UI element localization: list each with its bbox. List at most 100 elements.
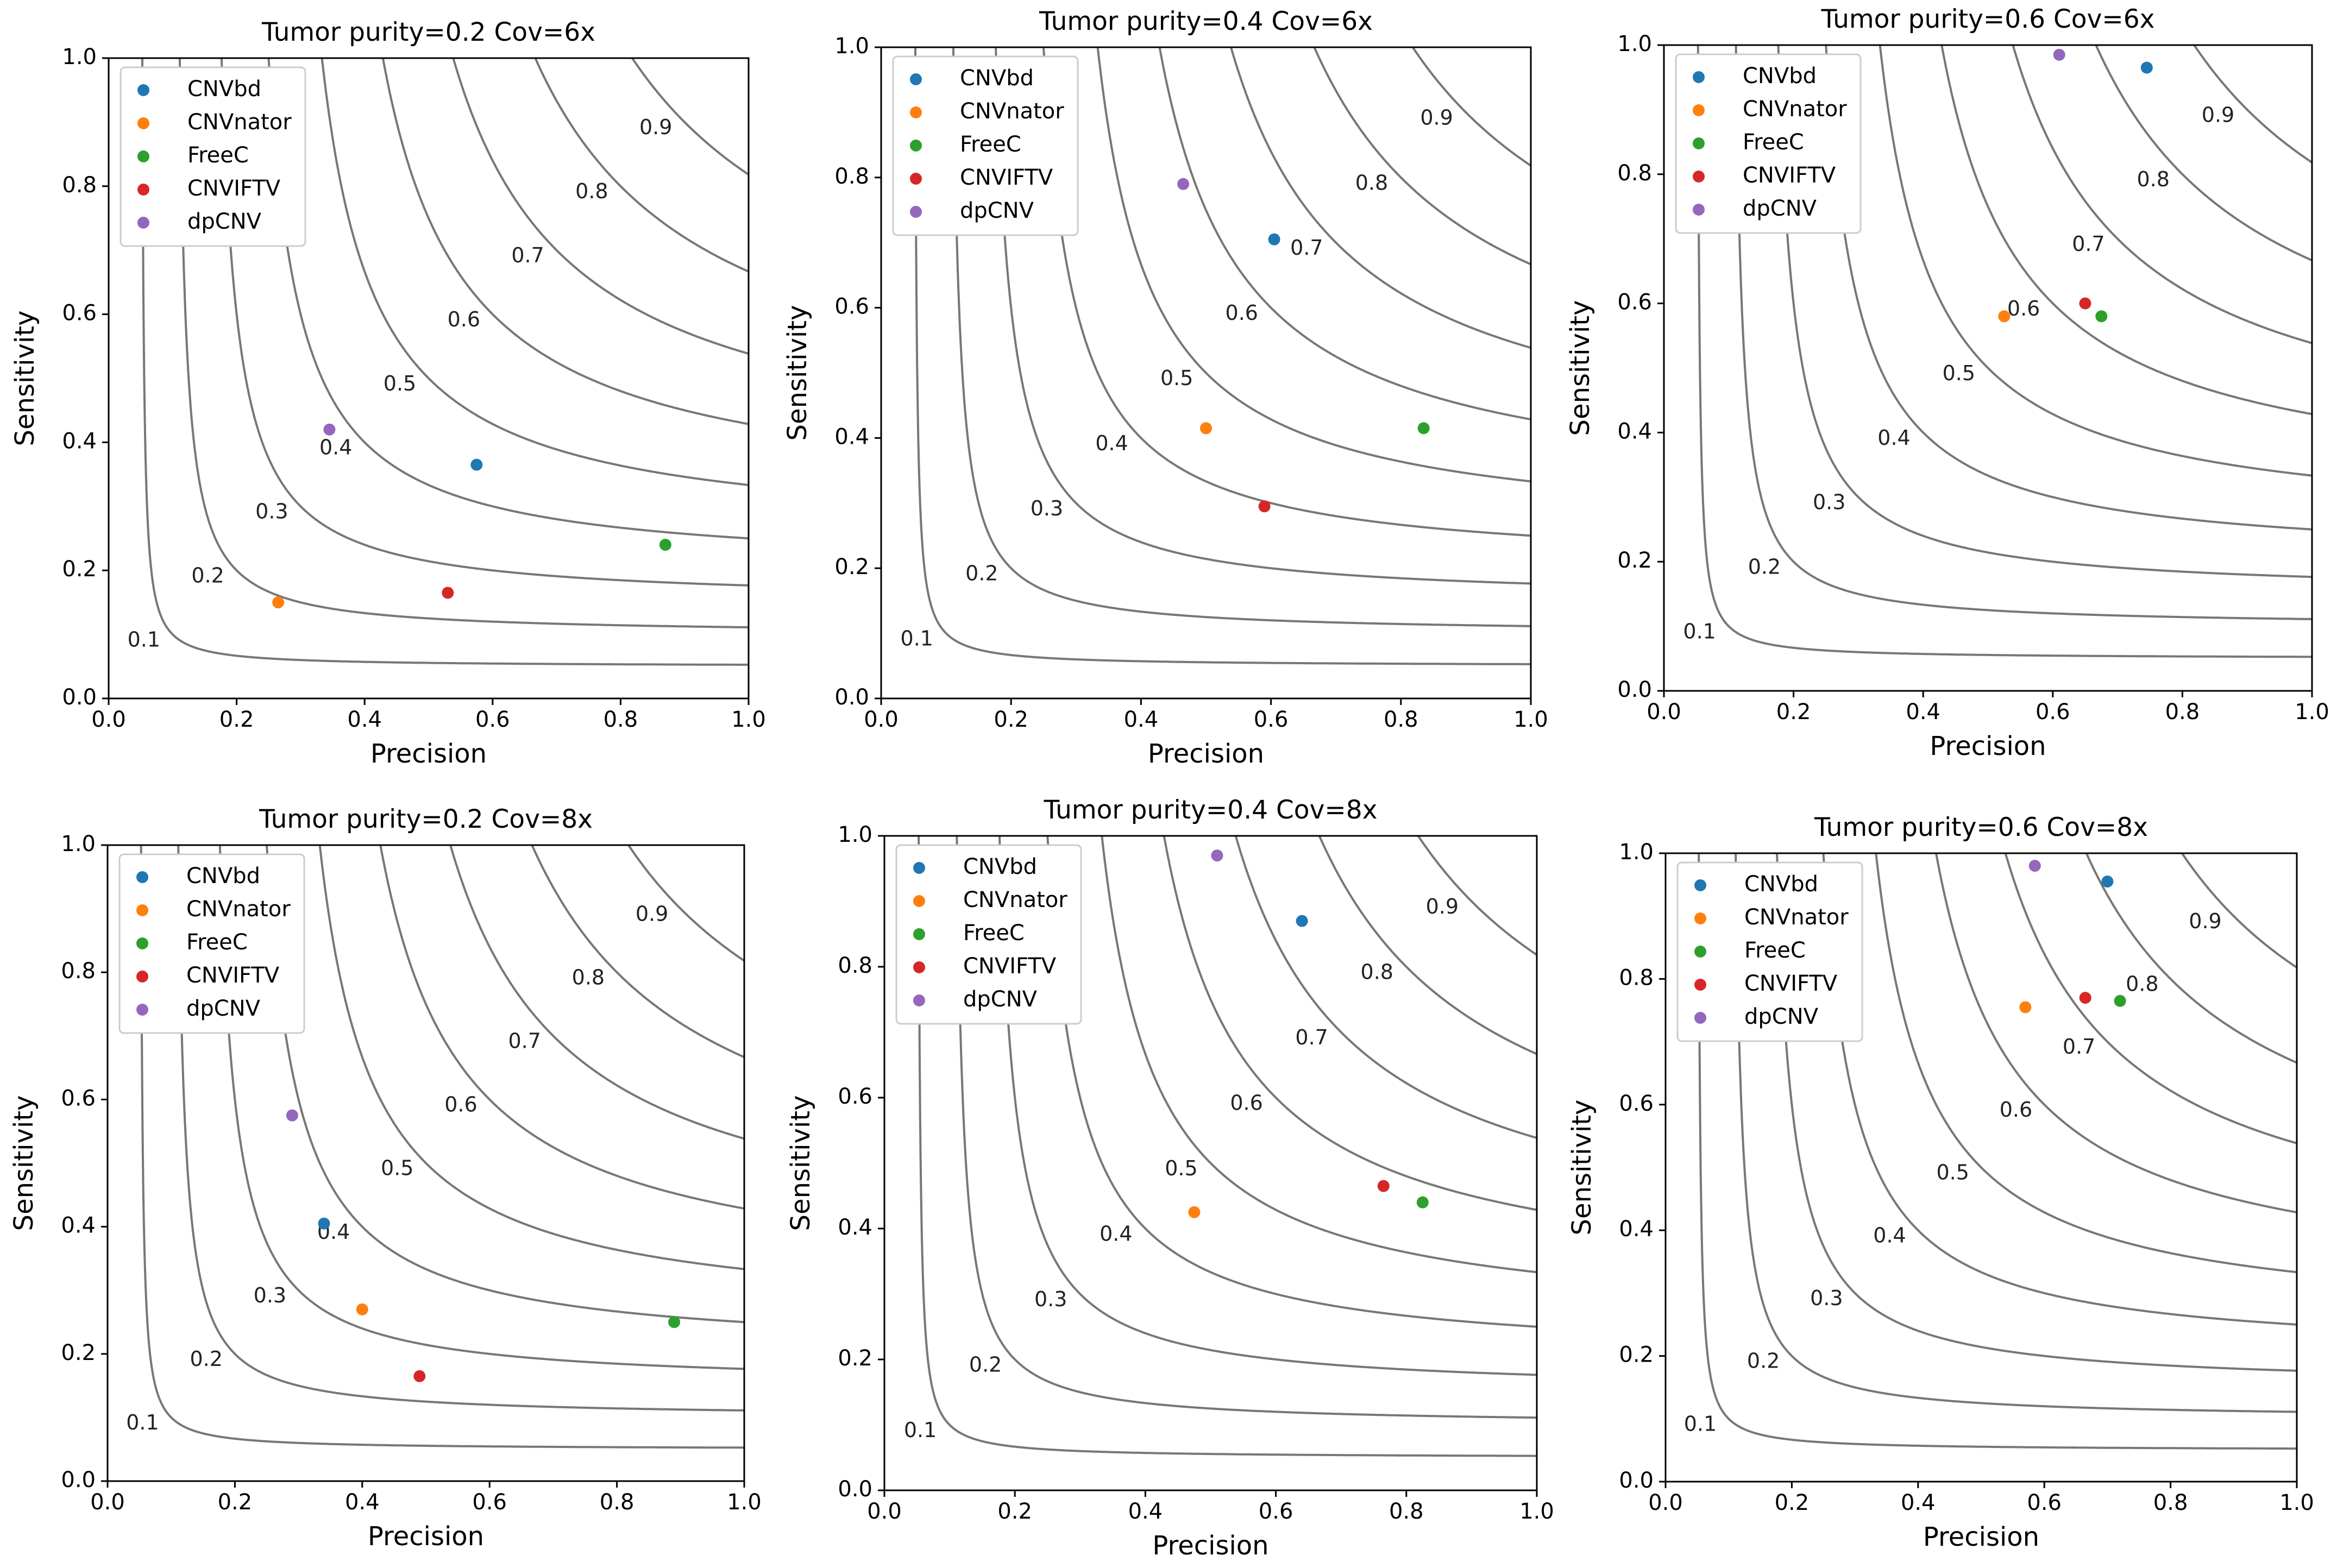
x-tick-label: 0.8 bbox=[600, 1490, 634, 1515]
contour-label: 0.9 bbox=[636, 902, 668, 925]
legend-marker bbox=[137, 84, 149, 96]
chart-panel-3: 0.1 0.2 0.3 0.4 0.5 0.6 0.7 0.8 0.9 0.0 0.2 0.4 0.6 0… bbox=[1565, 4, 2329, 761]
contour-label: 0.5 bbox=[1165, 1156, 1197, 1180]
legend-label: FreeC bbox=[187, 143, 249, 168]
contour-line-0.5 bbox=[1879, 45, 2312, 477]
contour-line-0.4 bbox=[267, 58, 749, 540]
contour-line-0.4 bbox=[1825, 45, 2312, 531]
contour-group bbox=[1698, 853, 2297, 1450]
contour-label: 0.8 bbox=[1355, 171, 1388, 194]
y-tick-label: 1.0 bbox=[838, 822, 872, 847]
legend-label: CNVIFTV bbox=[960, 165, 1053, 190]
chart-title: Tumor purity=0.4 Cov=6x bbox=[1039, 7, 1373, 36]
contour-line-0.2 bbox=[952, 47, 1531, 627]
contour-line-0.5 bbox=[1096, 47, 1531, 483]
contour-label: 0.9 bbox=[2202, 103, 2234, 127]
data-point-CNVnator bbox=[2019, 1001, 2032, 1013]
contour-line-0.3 bbox=[1776, 853, 2297, 1372]
contour-line-0.2 bbox=[1735, 853, 2297, 1413]
legend-label: CNVbd bbox=[186, 864, 260, 889]
legend-label: CNVbd bbox=[187, 77, 261, 102]
legend-box bbox=[895, 844, 1082, 1025]
plot-frame bbox=[1663, 44, 2313, 692]
chart-title: Tumor purity=0.6 Cov=6x bbox=[1821, 4, 2155, 34]
legend-label: dpCNV bbox=[187, 209, 262, 234]
legend-box bbox=[1676, 861, 1863, 1042]
x-tick-label: 0.6 bbox=[2036, 700, 2070, 725]
contour-label: 0.8 bbox=[2137, 167, 2169, 191]
contour-label: 0.4 bbox=[319, 436, 352, 459]
y-tick-label: 0.2 bbox=[62, 557, 97, 582]
y-tick-label: 0.0 bbox=[838, 1477, 872, 1502]
contour-line-0.9 bbox=[1417, 836, 1537, 956]
contour-label: 0.2 bbox=[190, 1347, 222, 1371]
contour-label: 0.4 bbox=[1873, 1223, 1906, 1247]
legend-label: dpCNV bbox=[186, 996, 261, 1021]
x-axis-label: Precision bbox=[370, 739, 487, 769]
legend-label: CNVnator bbox=[963, 887, 1067, 912]
y-tick-label: 0.8 bbox=[62, 173, 97, 198]
contour-label: 0.1 bbox=[904, 1418, 937, 1442]
data-point-FreeC bbox=[2095, 310, 2108, 323]
contour-label: 0.3 bbox=[1034, 1287, 1067, 1311]
legend-label: FreeC bbox=[960, 132, 1021, 157]
x-tick-label: 0.4 bbox=[1124, 707, 1159, 732]
data-point-dpCNV bbox=[286, 1109, 298, 1122]
x-tick-label: 0.2 bbox=[1776, 700, 1811, 725]
x-tick-label: 0.0 bbox=[90, 1490, 125, 1515]
x-tick-label: 0.6 bbox=[2027, 1490, 2062, 1515]
y-axis-label: Sensitivity bbox=[10, 311, 40, 446]
y-tick-label: 1.0 bbox=[61, 832, 96, 857]
contour-label: 0.5 bbox=[384, 371, 416, 395]
chart-title: Tumor purity=0.2 Cov=8x bbox=[259, 804, 593, 834]
legend-label: CNVIFTV bbox=[187, 176, 281, 201]
data-point-CNVbd bbox=[1268, 233, 1280, 245]
contour-line-0.9 bbox=[2192, 45, 2312, 163]
x-tick-label: 0.0 bbox=[91, 707, 126, 732]
contour-line-0.9 bbox=[2181, 853, 2297, 969]
legend-label: CNVnator bbox=[960, 99, 1064, 124]
y-tick-label: 0.8 bbox=[1619, 965, 1654, 990]
contour-line-0.3 bbox=[995, 47, 1531, 585]
contour-label: 0.2 bbox=[1747, 1349, 1780, 1373]
contour-line-0.8 bbox=[1318, 836, 1537, 1055]
data-point-FreeC bbox=[2114, 994, 2126, 1007]
data-point-CNVnator bbox=[1998, 310, 2011, 323]
data-point-FreeC bbox=[1416, 1196, 1429, 1208]
y-tick-label: 0.6 bbox=[62, 301, 97, 326]
data-point-CNVbd bbox=[470, 458, 483, 471]
data-point-CNVnator bbox=[272, 596, 285, 609]
data-point-CNVIFTV bbox=[1258, 500, 1271, 513]
y-tick-label: 1.0 bbox=[834, 34, 869, 59]
data-point-CNVbd bbox=[2101, 876, 2114, 888]
y-tick-label: 1.0 bbox=[1617, 32, 1652, 56]
legend-label: dpCNV bbox=[1744, 1004, 1819, 1029]
legend-marker bbox=[137, 184, 149, 196]
legend-label: CNVIFTV bbox=[186, 963, 280, 988]
data-point-CNVIFTV bbox=[1377, 1180, 1390, 1192]
data-point-CNVbd bbox=[318, 1217, 330, 1230]
contour-label: 0.7 bbox=[1290, 236, 1323, 260]
contour-group bbox=[918, 836, 1537, 1457]
legend-label: FreeC bbox=[1743, 130, 1804, 155]
data-point-CNVbd bbox=[2140, 61, 2153, 74]
y-tick-label: 0.4 bbox=[62, 429, 97, 454]
legend-marker bbox=[910, 173, 922, 185]
legend-marker bbox=[913, 961, 925, 973]
x-tick-label: 0.4 bbox=[1901, 1490, 1936, 1515]
data-point-dpCNV bbox=[2053, 48, 2065, 61]
data-point-dpCNV bbox=[1211, 849, 1223, 862]
legend-marker bbox=[137, 217, 149, 229]
chart-panel-1: 0.1 0.2 0.3 0.4 0.5 0.6 0.7 0.8 0.9 0.0 0.2 0.4 0.6 0… bbox=[10, 17, 766, 769]
legend-marker bbox=[913, 862, 925, 874]
legend-box bbox=[118, 853, 305, 1034]
x-tick-label: 0.4 bbox=[1128, 1499, 1163, 1524]
legend-marker bbox=[1694, 979, 1706, 991]
y-axis-label: Sensitivity bbox=[1565, 300, 1595, 436]
contour-line-0.8 bbox=[534, 58, 749, 273]
legend-marker bbox=[913, 928, 925, 940]
x-tick-label: 0.2 bbox=[997, 1499, 1032, 1524]
contour-line-0.4 bbox=[265, 845, 744, 1324]
contour-line-0.3 bbox=[998, 836, 1537, 1376]
contour-line-0.5 bbox=[1875, 853, 2297, 1274]
